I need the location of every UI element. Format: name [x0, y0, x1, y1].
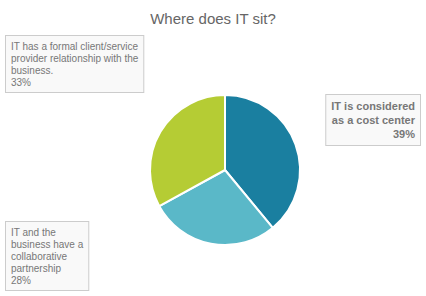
svg-text:IT and the: IT and the: [11, 227, 56, 238]
svg-text:business.: business.: [11, 65, 53, 76]
svg-text:provider relationship with the: provider relationship with the: [11, 53, 139, 64]
svg-text:Where does IT sit?: Where does IT sit?: [150, 10, 276, 27]
svg-text:IT has a formal client/service: IT has a formal client/service: [11, 41, 139, 52]
svg-text:collaborative: collaborative: [11, 251, 68, 262]
svg-text:partnership: partnership: [11, 263, 61, 274]
svg-text:as a cost center: as a cost center: [332, 114, 416, 126]
svg-text:39%: 39%: [393, 128, 415, 140]
svg-text:IT is considered: IT is considered: [331, 100, 415, 112]
svg-text:28%: 28%: [11, 275, 31, 286]
svg-text:33%: 33%: [11, 77, 31, 88]
svg-text:business have a: business have a: [11, 239, 84, 250]
